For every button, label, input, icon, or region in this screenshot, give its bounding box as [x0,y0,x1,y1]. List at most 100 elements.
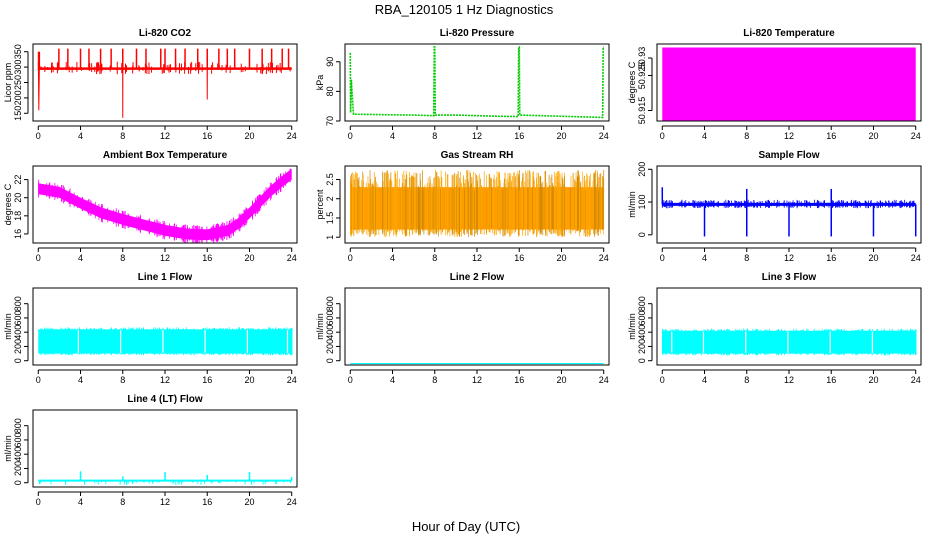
panel-ylabel: Licor ppm [3,63,13,103]
y-tick-label: 400 [325,325,335,340]
panel-title: Line 4 (LT) Flow [127,394,203,405]
x-tick-label: 24 [599,375,609,385]
panel-title: Gas Stream RH [441,150,514,161]
x-tick-label: 4 [390,131,395,141]
x-tick-label: 0 [660,375,665,385]
x-tick-label: 4 [78,131,83,141]
chart-panel-5: Gas Stream RH percent 0 4 8 12 16 20 24 1 1.5 2 2.5 [315,150,610,263]
panel-ylabel: ml/min [315,313,325,340]
x-tick-label: 12 [784,253,794,263]
x-tick-label: 20 [556,131,566,141]
x-tick-label: 8 [744,131,749,141]
x-tick-label: 16 [826,375,836,385]
x-tick-label: 24 [599,131,609,141]
x-tick-label: 0 [36,131,41,141]
x-tick-label: 12 [472,253,482,263]
plot-frame [344,165,610,244]
x-tick-label: 8 [120,131,125,141]
x-tick-label: 12 [160,253,170,263]
x-tick-label: 8 [120,497,125,507]
panel-ylabel: ml/min [3,313,13,340]
x-tick-label: 0 [348,375,353,385]
panel-title: Ambient Box Temperature [103,150,228,161]
x-tick-label: 12 [160,131,170,141]
x-tick-label: 24 [287,253,297,263]
x-tick-label: 4 [78,253,83,263]
data-marks [349,169,605,238]
x-tick-label: 16 [826,131,836,141]
data-marks [38,327,293,356]
x-tick-label: 24 [599,253,609,263]
x-tick-label: 16 [514,131,524,141]
x-tick-label: 12 [160,497,170,507]
x-tick-label: 16 [826,253,836,263]
y-tick-label: 250 [13,75,23,90]
x-tick-label: 0 [36,375,41,385]
x-tick-label: 4 [390,253,395,263]
x-tick-label: 16 [202,497,212,507]
y-tick-label: 22 [13,175,23,185]
x-tick-label: 24 [911,131,921,141]
y-tick-label: 800 [13,296,23,311]
y-tick-label: 0 [13,480,23,485]
y-tick-label: 800 [325,296,335,311]
x-tick-label: 20 [868,131,878,141]
y-tick-label: 600 [13,432,23,447]
x-tick-label: 16 [202,375,212,385]
y-tick-label: 400 [13,325,23,340]
y-tick-label: 200 [325,339,335,354]
x-tick-label: 8 [432,253,437,263]
x-tick-label: 20 [868,375,878,385]
plot-frame [344,287,610,366]
data-marks [661,187,917,237]
x-tick-label: 4 [702,375,707,385]
panel-title: Line 2 Flow [450,272,505,283]
x-tick-label: 16 [202,131,212,141]
x-tick-label: 12 [784,375,794,385]
data-marks [661,328,917,356]
y-tick-label: 90 [325,57,335,67]
y-tick-label: 200 [637,339,647,354]
y-tick-label: 150 [13,106,23,121]
series-line [37,51,292,118]
y-tick-label: 80 [325,86,335,96]
series-line [349,46,604,119]
x-tick-label: 0 [660,253,665,263]
y-tick-label: 2.5 [325,173,335,186]
plot-frame [656,165,922,244]
figure-xlabel: Hour of Day (UTC) [412,519,520,534]
chart-panel-10: Line 4 (LT) Flow ml/min 0 4 8 12 16 20 24 0 200400… [3,394,298,507]
panel-ylabel: degrees C [627,61,637,103]
data-marks [38,471,293,485]
x-tick-label: 24 [287,131,297,141]
x-tick-label: 20 [244,497,254,507]
plot-frame [32,165,298,244]
data-marks [38,168,292,243]
data-marks [37,48,292,118]
y-tick-label: 50.925 [637,62,647,90]
y-tick-label: 200 [13,90,23,105]
x-tick-label: 8 [432,131,437,141]
panel-title: Line 3 Flow [762,272,817,283]
x-tick-label: 0 [348,253,353,263]
x-tick-label: 8 [120,253,125,263]
x-tick-label: 20 [244,131,254,141]
x-tick-label: 24 [911,253,921,263]
x-tick-label: 20 [244,253,254,263]
plot-frame [656,43,922,122]
data-marks [662,47,916,121]
plot-frame [32,287,298,366]
y-tick-label: 70 [325,116,335,126]
x-tick-label: 4 [702,253,707,263]
series-area [662,47,916,121]
x-tick-label: 4 [390,375,395,385]
x-tick-label: 8 [744,253,749,263]
x-tick-label: 24 [287,375,297,385]
y-tick-label: 0 [325,358,335,363]
x-tick-label: 16 [202,253,212,263]
y-tick-label: 400 [13,447,23,462]
plot-frame [32,43,298,122]
y-tick-label: 50.915 [637,97,647,125]
panel-ylabel: ml/min [627,313,637,340]
